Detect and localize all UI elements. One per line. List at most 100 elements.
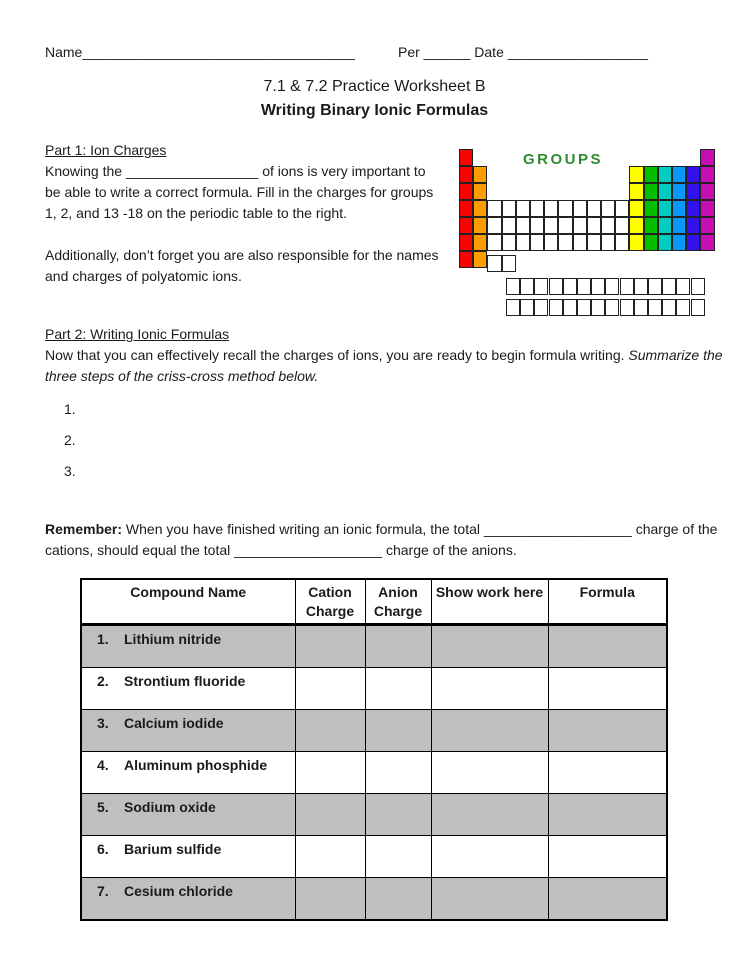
periodic-cell	[459, 149, 474, 166]
periodic-cell	[700, 166, 715, 183]
periodic-cell	[605, 299, 620, 316]
column-header: Compound Name	[80, 578, 296, 626]
row-number: 2.	[97, 673, 109, 689]
periodic-cell	[686, 166, 701, 183]
remember-text: cations, should equal the total ________…	[45, 542, 517, 558]
table-row: 6. Barium sulfide	[80, 835, 668, 878]
periodic-cell	[662, 299, 677, 316]
part1-text-line: and charges of polyatomic ions.	[45, 268, 242, 284]
periodic-cell	[487, 255, 502, 272]
periodic-cell	[505, 278, 521, 295]
periodic-cell	[530, 200, 545, 217]
periodic-cell	[501, 234, 516, 251]
periodic-cell	[520, 299, 535, 316]
periodic-cell	[615, 217, 630, 234]
compound-name-cell: 5. Sodium oxide	[80, 793, 296, 836]
column-header: Formula	[547, 578, 668, 626]
table-row: 1. Lithium nitride	[80, 624, 668, 668]
periodic-cell	[544, 234, 559, 251]
periodic-cell	[686, 217, 701, 234]
periodic-cell	[601, 217, 616, 234]
table-row: 7. Cesium chloride	[80, 877, 668, 921]
periodic-cell	[690, 299, 705, 316]
periodic-cell	[572, 200, 587, 217]
periodic-cell	[501, 200, 516, 217]
part1-text-line: 1, 2, and 13 -18 on the periodic table t…	[45, 205, 347, 221]
worksheet-title: 7.1 & 7.2 Practice Worksheet B	[263, 78, 486, 95]
periodic-cell	[619, 299, 634, 316]
periodic-cell	[515, 200, 530, 217]
anion-charge-cell	[364, 751, 432, 794]
periodic-cell	[487, 217, 502, 234]
formulas-table: Compound Name Cation Charge Anion Charge Sh…	[80, 578, 668, 921]
periodic-cell	[700, 217, 715, 234]
periodic-cell	[686, 234, 701, 251]
periodic-cell	[473, 183, 488, 200]
periodic-cell	[643, 183, 658, 200]
part1-text-line: Knowing the _________________ of ions is…	[45, 163, 426, 179]
remember-label: Remember:	[45, 521, 123, 537]
part2-heading: Part 2: Writing Ionic Formulas	[45, 326, 230, 342]
compound-name: Barium sulfide	[124, 841, 222, 857]
periodic-cell	[473, 166, 488, 183]
periodic-cell	[530, 234, 545, 251]
cation-charge-cell	[294, 751, 366, 794]
criss-cross-list-item-1: 1.	[64, 401, 76, 417]
periodic-cell	[586, 217, 601, 234]
periodic-cell	[534, 278, 549, 295]
part1-text-line: be able to write a correct formula. Fill…	[45, 184, 434, 200]
formula-cell	[547, 751, 668, 794]
table-body: 1. Lithium nitride 2. Strontium fluoride 3. C…	[80, 624, 668, 921]
row-number: 5.	[97, 799, 109, 815]
periodic-cell	[662, 278, 677, 295]
row-number: 7.	[97, 883, 109, 899]
show-work-cell	[430, 877, 549, 921]
periodic-cell	[515, 234, 530, 251]
periodic-cell	[548, 299, 563, 316]
row-number: 3.	[97, 715, 109, 731]
column-header: Show work here	[430, 578, 549, 626]
part2-text-italic: Summarize the	[628, 347, 723, 363]
periodic-cell	[629, 166, 644, 183]
anion-charge-cell	[364, 835, 432, 878]
periodic-cell	[586, 200, 601, 217]
periodic-cell	[591, 299, 606, 316]
periodic-cell	[643, 217, 658, 234]
periodic-cell	[558, 234, 573, 251]
periodic-cell	[501, 255, 516, 272]
worksheet-subtitle: Writing Binary Ionic Formulas	[260, 102, 489, 119]
anion-charge-cell	[364, 624, 432, 668]
row-number: 1.	[97, 631, 109, 647]
table-row: 4. Aluminum phosphide	[80, 751, 668, 794]
periodic-cell	[544, 217, 559, 234]
compound-name: Cesium chloride	[124, 883, 233, 899]
periodic-cell	[629, 200, 644, 217]
cation-charge-cell	[294, 667, 366, 710]
periodic-cell	[647, 299, 663, 316]
periodic-cell	[690, 278, 705, 295]
periodic-cell	[672, 234, 687, 251]
part2-text-line: Now that you can effectively recall the …	[45, 345, 745, 366]
anion-charge-cell	[364, 667, 432, 710]
periodic-cell	[473, 200, 488, 217]
periodic-cell	[657, 200, 672, 217]
row-number: 4.	[97, 757, 109, 773]
table-header-row: Compound Name Cation Charge Anion Charge Sh…	[80, 578, 668, 626]
periodic-cell	[487, 234, 502, 251]
periodic-cell	[605, 278, 620, 295]
periodic-cell	[629, 217, 644, 234]
periodic-cell	[686, 200, 701, 217]
periodic-cell	[643, 200, 658, 217]
table-head: Compound Name Cation Charge Anion Charge Sh…	[80, 578, 668, 626]
periodic-cell	[501, 217, 516, 234]
periodic-cell	[672, 200, 687, 217]
periodic-cell	[643, 234, 658, 251]
periodic-cell	[459, 251, 474, 268]
periodic-cell	[473, 234, 488, 251]
cation-charge-cell	[294, 877, 366, 921]
periodic-cell	[601, 234, 616, 251]
periodic-cell	[534, 299, 549, 316]
periodic-cell	[558, 200, 573, 217]
compound-name-cell: 2. Strontium fluoride	[80, 667, 296, 710]
criss-cross-list-item-3: 3.	[64, 463, 76, 479]
